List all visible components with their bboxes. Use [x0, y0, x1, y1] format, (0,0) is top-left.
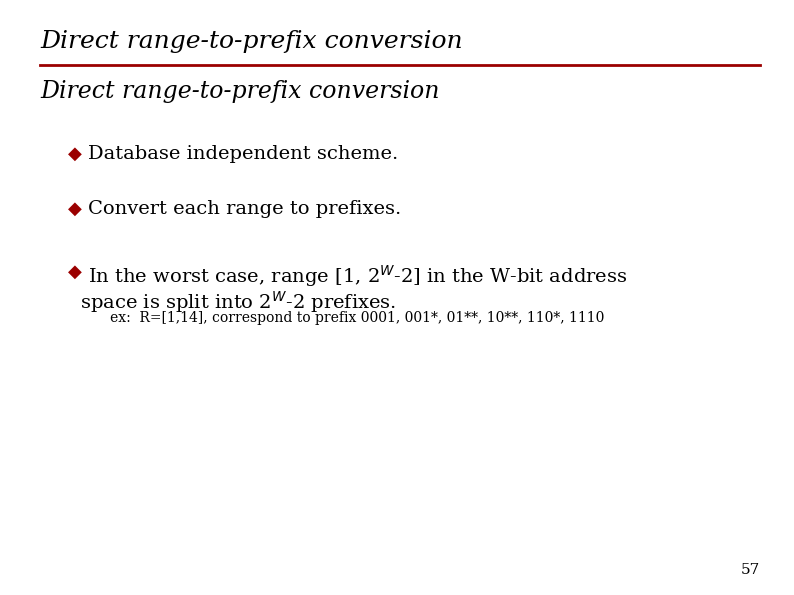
Text: 57: 57: [741, 563, 760, 577]
Text: Direct range-to-prefix conversion: Direct range-to-prefix conversion: [40, 80, 440, 103]
Text: Direct range-to-prefix conversion: Direct range-to-prefix conversion: [40, 30, 463, 53]
Text: ◆: ◆: [68, 145, 82, 163]
Text: Convert each range to prefixes.: Convert each range to prefixes.: [88, 200, 401, 218]
Text: ex:  R=[1,14], correspond to prefix 0001, 001*, 01**, 10**, 110*, 1110: ex: R=[1,14], correspond to prefix 0001,…: [110, 311, 604, 325]
Text: Database independent scheme.: Database independent scheme.: [88, 145, 399, 163]
Text: space is split into 2$^W$-2 prefixes.: space is split into 2$^W$-2 prefixes.: [80, 289, 396, 315]
Text: ◆: ◆: [68, 200, 82, 218]
Text: In the worst case, range [1, 2$^W$-2] in the W-bit address: In the worst case, range [1, 2$^W$-2] in…: [88, 263, 627, 289]
Text: ◆: ◆: [68, 263, 82, 281]
